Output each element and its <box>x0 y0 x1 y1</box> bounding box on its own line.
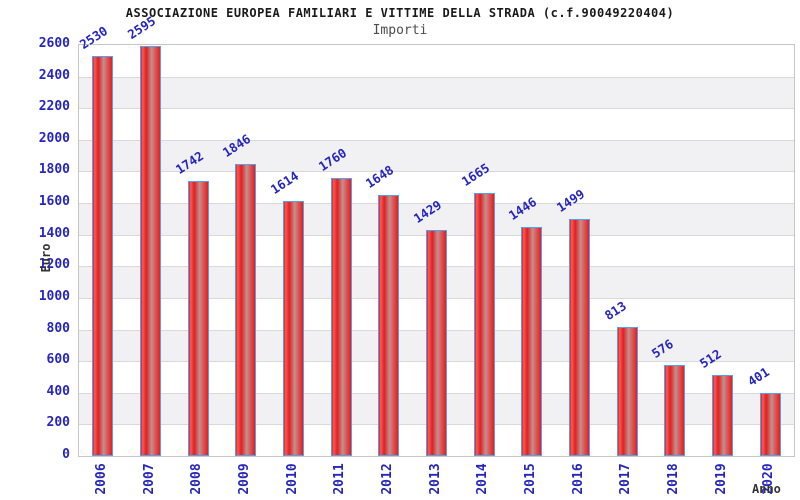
y-tick-label: 0 <box>62 447 70 462</box>
y-tick-label: 400 <box>46 383 70 399</box>
x-tick-label-2008: 2008 <box>189 463 205 495</box>
y-tick-label: 600 <box>46 352 70 368</box>
bar-2006 <box>92 56 113 456</box>
gridline <box>79 203 794 205</box>
gridline <box>79 171 794 173</box>
bar-2007 <box>140 46 161 456</box>
grid-band <box>79 76 794 109</box>
x-tick-label-2009: 2009 <box>236 463 252 495</box>
grid-band <box>79 139 794 172</box>
x-tick-label-2017: 2017 <box>618 463 634 495</box>
bar-2013 <box>426 230 447 456</box>
bar-2010 <box>283 201 304 456</box>
x-tick-label-2018: 2018 <box>665 463 681 495</box>
y-tick-label: 1600 <box>38 194 70 210</box>
y-axis-title: Euro <box>39 243 53 273</box>
y-tick-label: 1200 <box>38 257 70 273</box>
bar-2012 <box>378 195 399 456</box>
y-tick-label: 1800 <box>38 162 70 178</box>
plot-area: 2530 2595 1742 1846 1614 1760 1648 1429 1665 1446… <box>77 13 795 457</box>
y-tick-label: 2400 <box>38 67 70 83</box>
gridline <box>79 139 794 141</box>
x-tick-label-2012: 2012 <box>379 463 395 495</box>
bar-2020 <box>760 393 781 456</box>
bar-2008 <box>188 181 209 456</box>
gridline <box>79 108 794 110</box>
x-tick-label-2007: 2007 <box>141 463 157 495</box>
chart-subtitle: Importi <box>372 23 428 38</box>
y-tick-label: 1400 <box>38 225 70 241</box>
bar-2019 <box>712 375 733 456</box>
grid-band <box>79 108 794 140</box>
y-tick-label: 2600 <box>38 36 70 51</box>
bar-2017 <box>617 327 638 456</box>
y-tick-label: 2200 <box>38 99 70 115</box>
y-tick-label: 200 <box>46 415 70 431</box>
x-tick-label-2019: 2019 <box>713 463 729 495</box>
x-tick-label-2010: 2010 <box>284 463 300 495</box>
y-tick-label: 800 <box>46 320 70 336</box>
gridline <box>79 76 794 78</box>
x-tick-label-2011: 2011 <box>332 463 348 495</box>
bar-2011 <box>331 178 352 456</box>
x-tick-label-2013: 2013 <box>427 463 443 495</box>
grid-band <box>79 45 794 77</box>
bar-2009 <box>235 164 256 456</box>
bar-2015 <box>521 227 542 456</box>
y-tick-label: 2000 <box>38 130 70 146</box>
y-tick-label: 1000 <box>38 288 70 304</box>
x-tick-label-2014: 2014 <box>475 463 491 495</box>
bar-2016 <box>569 219 590 456</box>
x-axis-title: Anno <box>752 482 781 496</box>
x-tick-label-2006: 2006 <box>93 463 109 495</box>
bar-2018 <box>664 365 685 456</box>
x-tick-label-2015: 2015 <box>522 463 538 495</box>
chart-title: ASSOCIAZIONE EUROPEA FAMILIARI E VITTIME… <box>125 6 675 20</box>
bar-2014 <box>474 193 495 456</box>
x-tick-label-2016: 2016 <box>570 463 586 495</box>
